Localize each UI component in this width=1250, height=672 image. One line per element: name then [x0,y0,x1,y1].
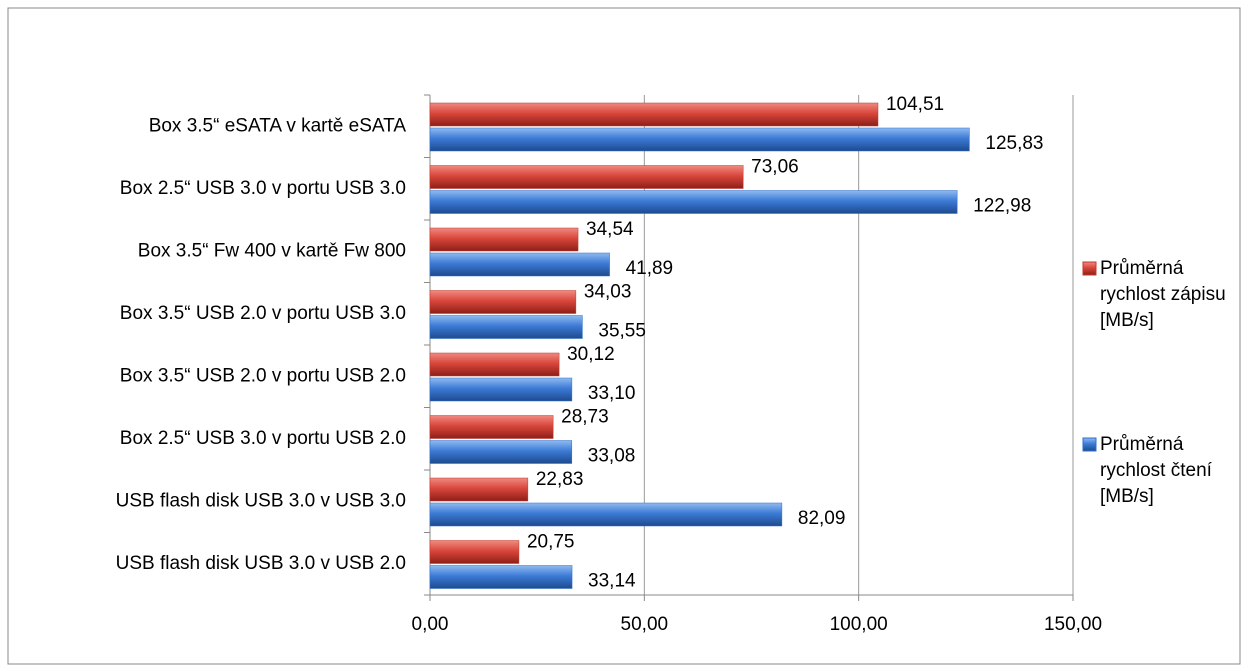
bar [429,440,573,464]
bar [429,540,520,564]
x-tick-label: 0,00 [412,614,449,635]
legend-swatch [1082,437,1097,452]
y-tick-label: USB flash disk USB 3.0 v USB 3.0 [116,490,406,511]
value-label: 82,09 [798,508,846,529]
bar [429,190,958,214]
value-label: 34,54 [586,219,634,240]
value-label: 28,73 [561,407,609,428]
x-tick-label: 150,00 [1044,614,1102,635]
chart-border [7,7,1241,665]
value-label: 33,14 [588,571,636,592]
legend-label: Průměrná rychlost čtení [MB/s] [1100,434,1212,507]
value-label: 35,55 [598,321,646,342]
value-label: 33,10 [588,383,636,404]
value-label: 104,51 [886,94,944,115]
legend-label: Průměrná rychlost zápisu [MB/s] [1100,258,1226,331]
value-label: 122,98 [973,196,1031,217]
x-tick-label: 100,00 [830,614,888,635]
value-label: 34,03 [584,282,632,303]
bar [429,127,970,152]
value-label: 73,06 [751,157,799,178]
bar [429,290,577,314]
value-label: 22,83 [536,469,584,490]
y-tick-label: Box 2.5“ USB 3.0 v portu USB 3.0 [120,178,406,199]
value-label: 20,75 [527,532,575,553]
bar [429,227,579,252]
bar [429,565,573,589]
bar [429,352,560,377]
bar [429,102,879,127]
bar [429,252,610,277]
y-tick-label: Box 3.5“ USB 2.0 v portu USB 2.0 [120,365,406,386]
value-label: 33,08 [588,446,636,467]
value-label: 30,12 [567,344,615,365]
bar [429,477,529,502]
x-tick-label: 50,00 [621,614,669,635]
value-label: 41,89 [626,258,674,279]
y-tick-label: Box 3.5“ Fw 400 v kartě Fw 800 [138,240,406,261]
legend-swatch [1082,261,1097,276]
bar [429,315,583,339]
bar [429,502,783,527]
y-tick-label: Box 3.5“ eSATA v kartě eSATA [149,115,407,136]
value-label: 125,83 [985,133,1043,154]
y-tick-label: Box 2.5“ USB 3.0 v portu USB 2.0 [120,428,406,449]
bar [429,165,744,189]
bar [429,377,573,402]
y-tick-label: USB flash disk USB 3.0 v USB 2.0 [116,553,406,574]
y-tick-label: Box 3.5“ USB 2.0 v portu USB 3.0 [120,303,406,324]
bar [429,415,554,439]
